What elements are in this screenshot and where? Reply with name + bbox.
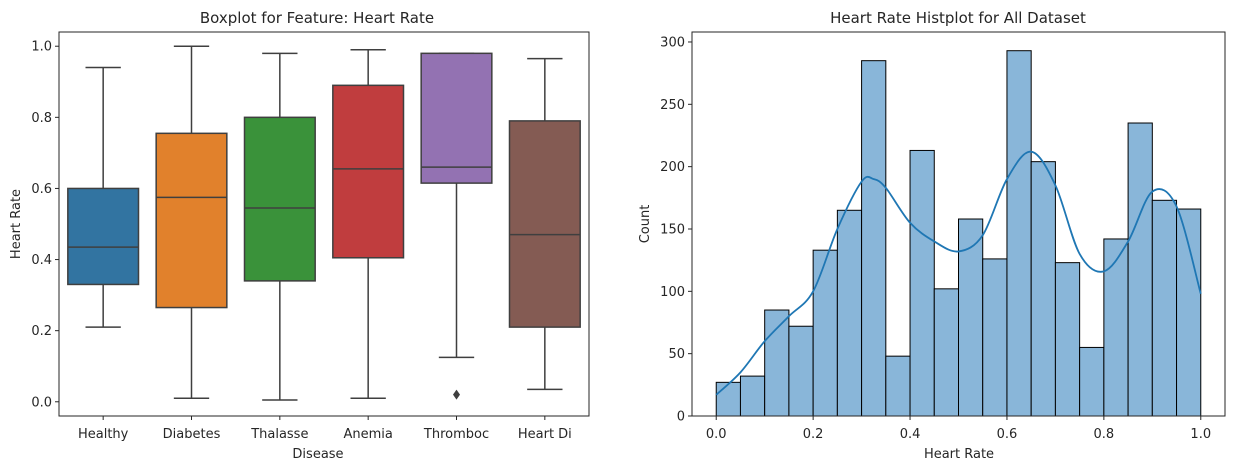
- histogram-bar: [885, 355, 911, 417]
- y-tick-label: 0.6: [31, 182, 52, 197]
- x-tick-label: Thalasse: [250, 427, 308, 442]
- boxplot-y-axis-label: Heart Rate: [9, 189, 24, 259]
- box-rect: [243, 116, 316, 282]
- histogram-marks: [715, 50, 1202, 417]
- box-group: [508, 57, 581, 391]
- box-group: [243, 52, 316, 401]
- x-tick-label: 0.8: [1094, 427, 1115, 442]
- histogram-bar: [958, 218, 984, 417]
- x-tick-label: Healthy: [78, 427, 129, 442]
- histogram-chart: Heart Rate Histplot for All Dataset Hear…: [638, 9, 1226, 462]
- x-tick-label: Thromboc: [423, 427, 489, 442]
- y-tick-label: 0.0: [31, 395, 52, 410]
- x-tick-label: Heart Di: [518, 427, 572, 442]
- y-tick-label: 1.0: [31, 40, 52, 55]
- box-rect: [332, 84, 405, 259]
- box-group: [420, 52, 493, 400]
- histogram-x-axis-label: Heart Rate: [924, 447, 994, 462]
- boxplot-axes: Healthy Diabetes Thalasse Anemia Thromboc Hea…: [31, 31, 590, 442]
- histogram-bar: [1054, 262, 1081, 417]
- histogram-bar: [1151, 199, 1178, 417]
- y-tick-label: 50: [668, 347, 685, 362]
- y-tick-label: 0.4: [31, 253, 52, 268]
- y-tick-label: 300: [660, 35, 685, 50]
- histogram-bar: [764, 309, 790, 417]
- histogram-bar: [1079, 346, 1105, 417]
- histogram-axes: 0.0 0.2 0.4 0.6 0.8 1.0 0 50 100 150 200 250 300: [660, 31, 1226, 442]
- kde-curve: [715, 150, 1202, 396]
- histogram-bar: [1176, 208, 1202, 417]
- histogram-bar: [836, 209, 863, 417]
- y-tick-label: 0.8: [31, 111, 52, 126]
- x-tick-label: 0.6: [997, 427, 1018, 442]
- box-rect: [67, 187, 140, 286]
- boxplot-marks: [67, 45, 581, 401]
- box-group: [155, 45, 228, 399]
- y-tick-label: 100: [660, 285, 685, 300]
- box-group: [332, 49, 405, 399]
- y-tick-label: 250: [660, 98, 685, 113]
- x-tick-label: 0.2: [803, 427, 824, 442]
- y-tick-label: 0: [677, 410, 685, 425]
- histogram-title: Heart Rate Histplot for All Dataset: [830, 9, 1086, 27]
- histogram-bar: [739, 375, 766, 417]
- histogram-bar: [1103, 238, 1129, 417]
- histogram-bar: [982, 258, 1008, 417]
- boxplot-title: Boxplot for Feature: Heart Rate: [200, 9, 434, 27]
- histogram-bar: [933, 288, 959, 417]
- histogram-bar: [861, 60, 887, 417]
- y-tick-label: 0.2: [31, 324, 52, 339]
- histogram-bar: [1006, 50, 1032, 417]
- plot-frame: [691, 31, 1226, 417]
- x-tick-label: 0.0: [706, 427, 727, 442]
- x-tick-label: 1.0: [1190, 427, 1211, 442]
- histogram-bar: [812, 249, 838, 417]
- boxplot-chart: Boxplot for Feature: Heart Rate Disease …: [9, 9, 590, 462]
- outlier-point: [453, 389, 460, 400]
- histogram-bar: [909, 149, 935, 417]
- plot-frame: [58, 31, 590, 417]
- x-tick-label: Diabetes: [163, 427, 221, 442]
- box-group: [67, 66, 140, 328]
- x-tick-label: 0.4: [900, 427, 921, 442]
- boxplot-x-axis-label: Disease: [292, 447, 343, 462]
- x-tick-label: Anemia: [343, 427, 392, 442]
- box-rect: [155, 132, 228, 309]
- histogram-bar: [788, 325, 814, 417]
- box-rect: [420, 52, 493, 184]
- box-rect: [508, 120, 581, 328]
- histogram-y-axis-label: Count: [638, 205, 653, 244]
- histogram-bar: [715, 381, 741, 417]
- y-tick-label: 150: [660, 222, 685, 237]
- y-tick-label: 200: [660, 160, 685, 175]
- histogram-bar: [1127, 122, 1153, 417]
- histogram-bar: [1030, 161, 1056, 417]
